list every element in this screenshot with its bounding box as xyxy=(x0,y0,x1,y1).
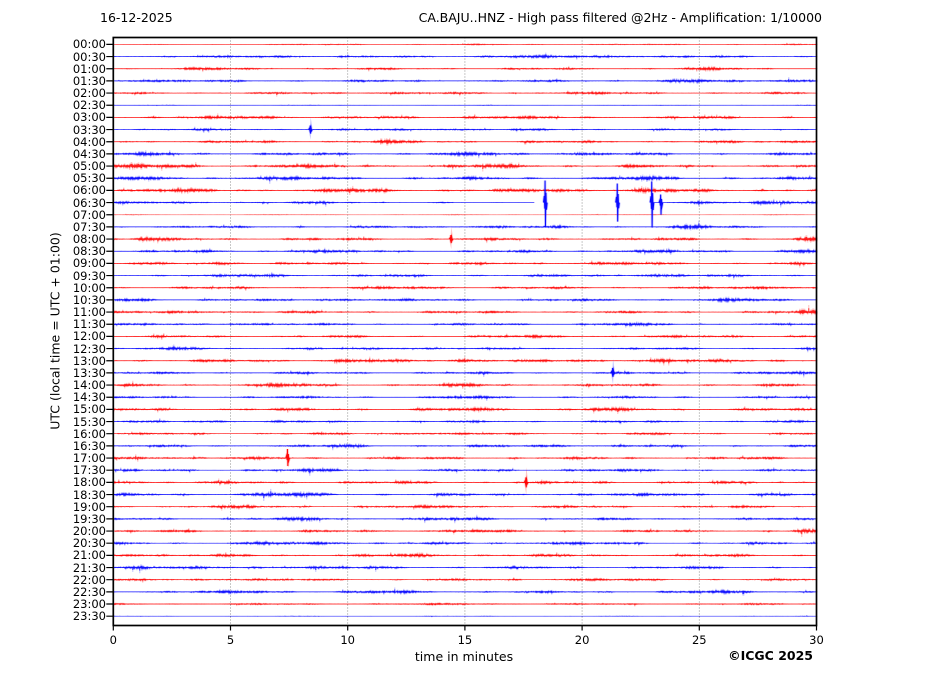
y-tick-label: 10:30 xyxy=(72,292,106,307)
y-tick-label: 12:30 xyxy=(72,341,106,356)
y-tick-label: 06:00 xyxy=(72,183,106,198)
x-tick-label: 5 xyxy=(226,633,235,647)
y-tick-label: 01:30 xyxy=(72,73,106,88)
y-tick-label: 05:30 xyxy=(72,171,106,186)
y-tick-label: 20:00 xyxy=(72,524,106,539)
copyright-label: ©ICGC 2025 xyxy=(728,648,813,663)
y-tick-label: 19:00 xyxy=(72,499,106,514)
y-tick-label: 03:30 xyxy=(72,122,106,137)
y-tick-label: 02:00 xyxy=(72,86,106,101)
plot-date-label: 16-12-2025 xyxy=(100,10,173,25)
y-tick-label: 21:30 xyxy=(72,560,106,575)
y-tick-label: 00:00 xyxy=(72,37,106,52)
y-tick-label: 20:30 xyxy=(72,536,106,551)
y-tick-label: 08:30 xyxy=(72,244,106,259)
y-tick-label: 00:30 xyxy=(72,49,106,64)
y-tick-label: 09:30 xyxy=(72,268,106,283)
y-tick-label: 16:30 xyxy=(72,438,106,453)
y-tick-label: 09:00 xyxy=(72,256,106,271)
y-tick-label: 11:00 xyxy=(72,305,106,320)
y-tick-label: 15:30 xyxy=(72,414,106,429)
y-tick-label: 05:00 xyxy=(72,159,106,174)
y-tick-label: 08:00 xyxy=(72,232,106,247)
x-tick-label: 15 xyxy=(457,633,473,647)
y-tick-label: 11:30 xyxy=(72,317,106,332)
y-tick-label: 23:00 xyxy=(72,597,106,612)
y-tick-label: 19:30 xyxy=(72,511,106,526)
y-tick-label: 04:30 xyxy=(72,146,106,161)
x-tick-label: 0 xyxy=(109,633,117,647)
y-tick-label: 07:30 xyxy=(72,219,106,234)
y-tick-label: 16:00 xyxy=(72,426,106,441)
y-tick-label: 01:00 xyxy=(72,61,106,76)
plot-title: CA.BAJU..HNZ - High pass filtered @2Hz -… xyxy=(418,10,822,25)
y-tick-label: 06:30 xyxy=(72,195,106,210)
y-tick-label: 18:30 xyxy=(72,487,106,502)
y-tick-label: 23:30 xyxy=(72,609,106,624)
y-tick-label: 17:30 xyxy=(72,463,106,478)
x-tick-label: 25 xyxy=(691,633,707,647)
x-tick-label: 10 xyxy=(340,633,355,647)
y-tick-label: 18:00 xyxy=(72,475,106,490)
y-axis-label: UTC (local time = UTC + 01:00) xyxy=(47,232,63,430)
y-tick-label: 17:00 xyxy=(72,451,106,466)
y-tick-label: 21:00 xyxy=(72,548,106,563)
y-tick-label: 13:30 xyxy=(72,365,106,380)
y-tick-label: 13:00 xyxy=(72,353,106,368)
y-tick-label: 07:00 xyxy=(72,207,106,222)
y-tick-label: 22:30 xyxy=(72,584,106,599)
y-tick-label: 04:00 xyxy=(72,134,106,149)
x-tick-label: 20 xyxy=(574,633,590,647)
y-tick-label: 14:30 xyxy=(72,390,106,405)
y-tick-label: 02:30 xyxy=(72,98,106,113)
y-tick-label: 10:00 xyxy=(72,280,106,295)
x-tick-label: 30 xyxy=(809,633,824,647)
y-tick-label: 22:00 xyxy=(72,572,106,587)
x-axis-label: time in minutes xyxy=(414,649,514,664)
y-tick-label: 14:00 xyxy=(72,378,106,393)
y-tick-label: 12:00 xyxy=(72,329,106,344)
y-tick-label: 15:00 xyxy=(72,402,106,417)
y-tick-label: 03:00 xyxy=(72,110,106,125)
